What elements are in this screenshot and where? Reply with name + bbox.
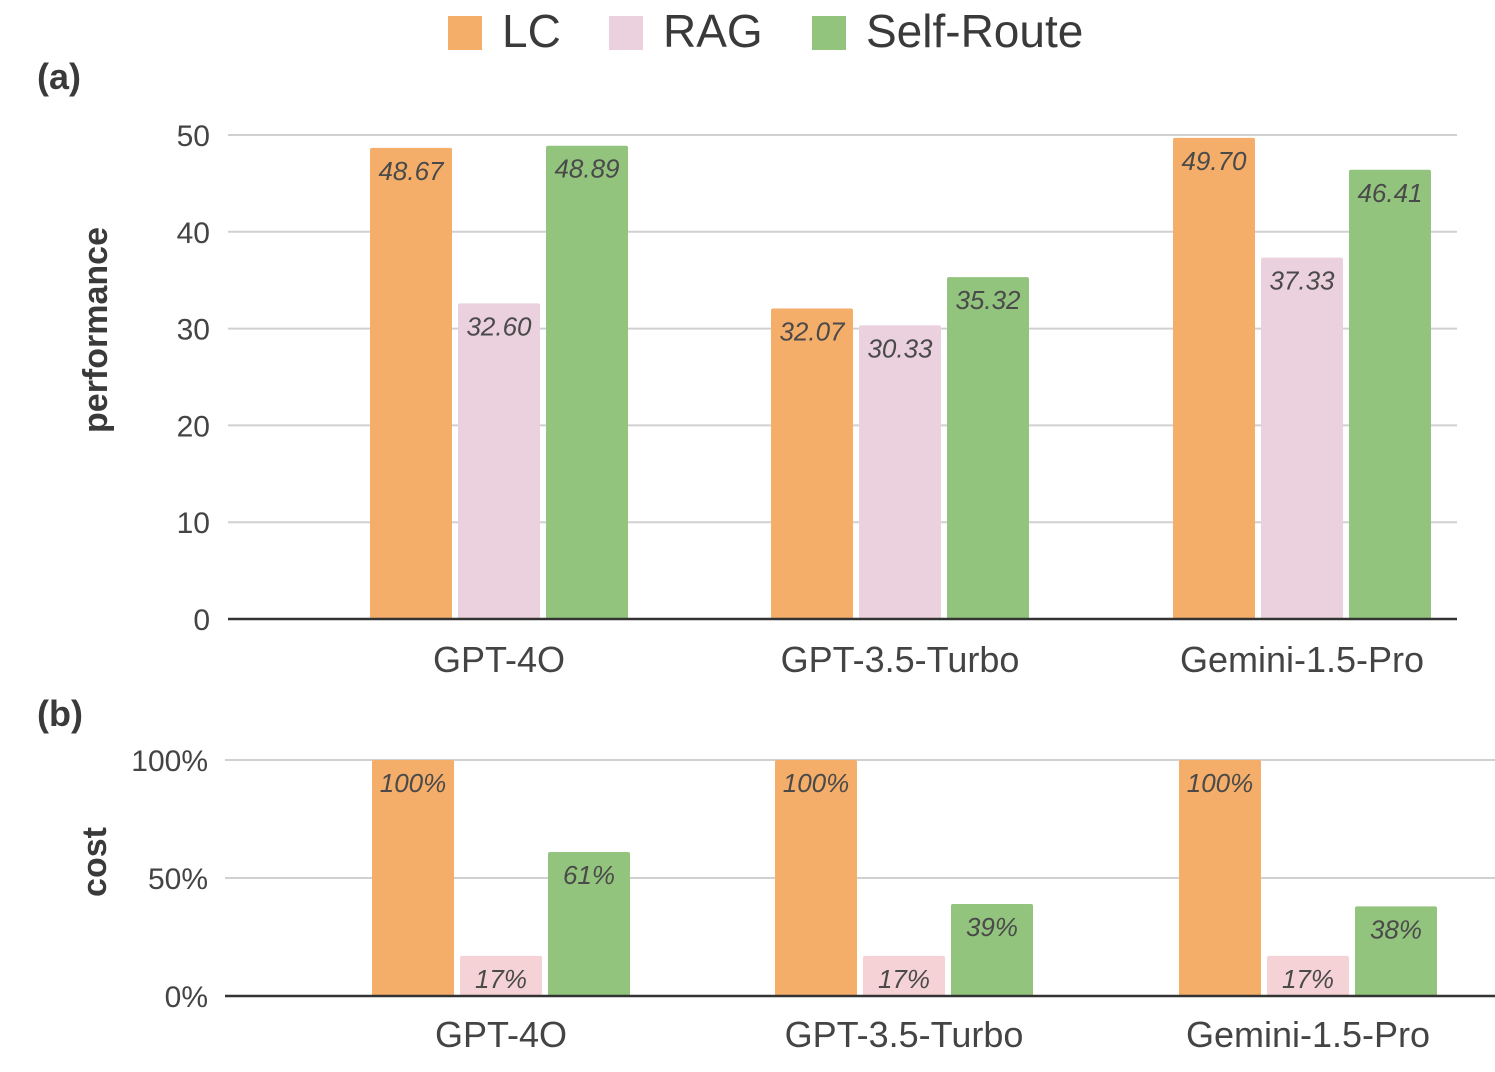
legend-label-self-route: Self-Route (866, 5, 1083, 57)
bar-self-route-gpt-3-5-turbo (947, 277, 1029, 619)
x-category-label: GPT-3.5-Turbo (781, 639, 1020, 680)
legend-label-lc: LC (502, 5, 561, 57)
y-tick-label: 10 (177, 507, 210, 540)
legend-swatch-self-route (812, 16, 846, 50)
data-label-rag-gpt-3-5-turbo: 30.33 (867, 333, 933, 363)
y-tick-label: 0 (193, 604, 210, 637)
data-label-rag-gemini-1-5-pro: 37.33 (1269, 266, 1335, 296)
performance-panel: (a) performance 0 10 20 30 40 50 48.67 32.60 48.89… (37, 56, 1457, 680)
data-label-lc-gpt-3-5-turbo: 32.07 (779, 317, 846, 347)
data-label-rag-gpt-4o: 32.60 (466, 311, 532, 341)
data-label-lc-gpt-4o: 48.67 (378, 156, 445, 186)
bar-lc-gemini-1-5-pro (1173, 137, 1255, 620)
data-label-self-route-gpt-3-5-turbo: 39% (966, 912, 1018, 942)
bar-lc-gpt-4o (372, 760, 454, 996)
bar-lc-gpt-4o (370, 147, 452, 620)
bar-rag-gpt-4o (460, 955, 542, 996)
x-category-label: GPT-4O (435, 1014, 567, 1055)
y-tick-label: 50 (177, 120, 210, 153)
data-label-self-route-gpt-4o: 61% (563, 860, 615, 890)
y-axis-label: performance (77, 227, 115, 433)
legend: LC RAG Self-Route (448, 5, 1083, 57)
panel-label: (a) (37, 56, 81, 97)
panel-label: (b) (37, 693, 83, 734)
data-label-self-route-gemini-1-5-pro: 38% (1370, 914, 1422, 944)
data-label-lc-gemini-1-5-pro: 100% (1187, 768, 1254, 798)
cost-panel: (b) cost 0% 50% 100% 100% 17% 61% GPT-4O 100% 17% 3… (37, 693, 1495, 1055)
bar-rag-gpt-3-5-turbo (859, 325, 941, 619)
y-axis-label: cost (76, 827, 114, 897)
data-label-rag-gpt-4o: 17% (475, 964, 527, 994)
data-label-lc-gpt-3-5-turbo: 100% (783, 768, 850, 798)
bar-lc-gemini-1-5-pro (1179, 760, 1261, 996)
y-tick-label: 40 (177, 217, 210, 250)
bar-self-route-gpt-3-5-turbo (951, 903, 1033, 996)
data-label-self-route-gemini-1-5-pro: 46.41 (1357, 178, 1422, 208)
y-tick-label: 0% (165, 981, 208, 1014)
legend-swatch-lc (448, 16, 482, 50)
x-category-label: Gemini-1.5-Pro (1180, 639, 1424, 680)
data-label-self-route-gpt-3-5-turbo: 35.32 (955, 285, 1021, 315)
y-tick-label: 20 (177, 410, 210, 443)
bar-rag-gemini-1-5-pro (1261, 257, 1343, 619)
x-category-label: GPT-3.5-Turbo (785, 1014, 1024, 1055)
y-tick-label: 100% (131, 745, 208, 778)
legend-swatch-rag (609, 16, 643, 50)
bar-lc-gpt-3-5-turbo (775, 760, 857, 996)
data-label-rag-gpt-3-5-turbo: 17% (878, 964, 930, 994)
bar-rag-gpt-3-5-turbo (863, 955, 945, 996)
bar-self-route-gpt-4o (548, 852, 630, 996)
bar-self-route-gemini-1-5-pro (1349, 169, 1431, 619)
y-tick-label: 50% (148, 863, 208, 896)
data-label-rag-gemini-1-5-pro: 17% (1282, 964, 1334, 994)
bar-rag-gemini-1-5-pro (1267, 955, 1349, 996)
bar-self-route-gemini-1-5-pro (1355, 906, 1437, 996)
data-label-lc-gpt-4o: 100% (380, 768, 447, 798)
x-category-label: GPT-4O (433, 639, 565, 680)
y-tick-label: 30 (177, 314, 210, 347)
bar-self-route-gpt-4o (546, 145, 628, 619)
data-label-lc-gemini-1-5-pro: 49.70 (1181, 146, 1247, 176)
data-label-self-route-gpt-4o: 48.89 (554, 154, 619, 184)
bar-lc-gpt-3-5-turbo (771, 308, 853, 619)
x-category-label: Gemini-1.5-Pro (1186, 1014, 1430, 1055)
bar-rag-gpt-4o (458, 303, 540, 619)
legend-label-rag: RAG (663, 5, 763, 57)
